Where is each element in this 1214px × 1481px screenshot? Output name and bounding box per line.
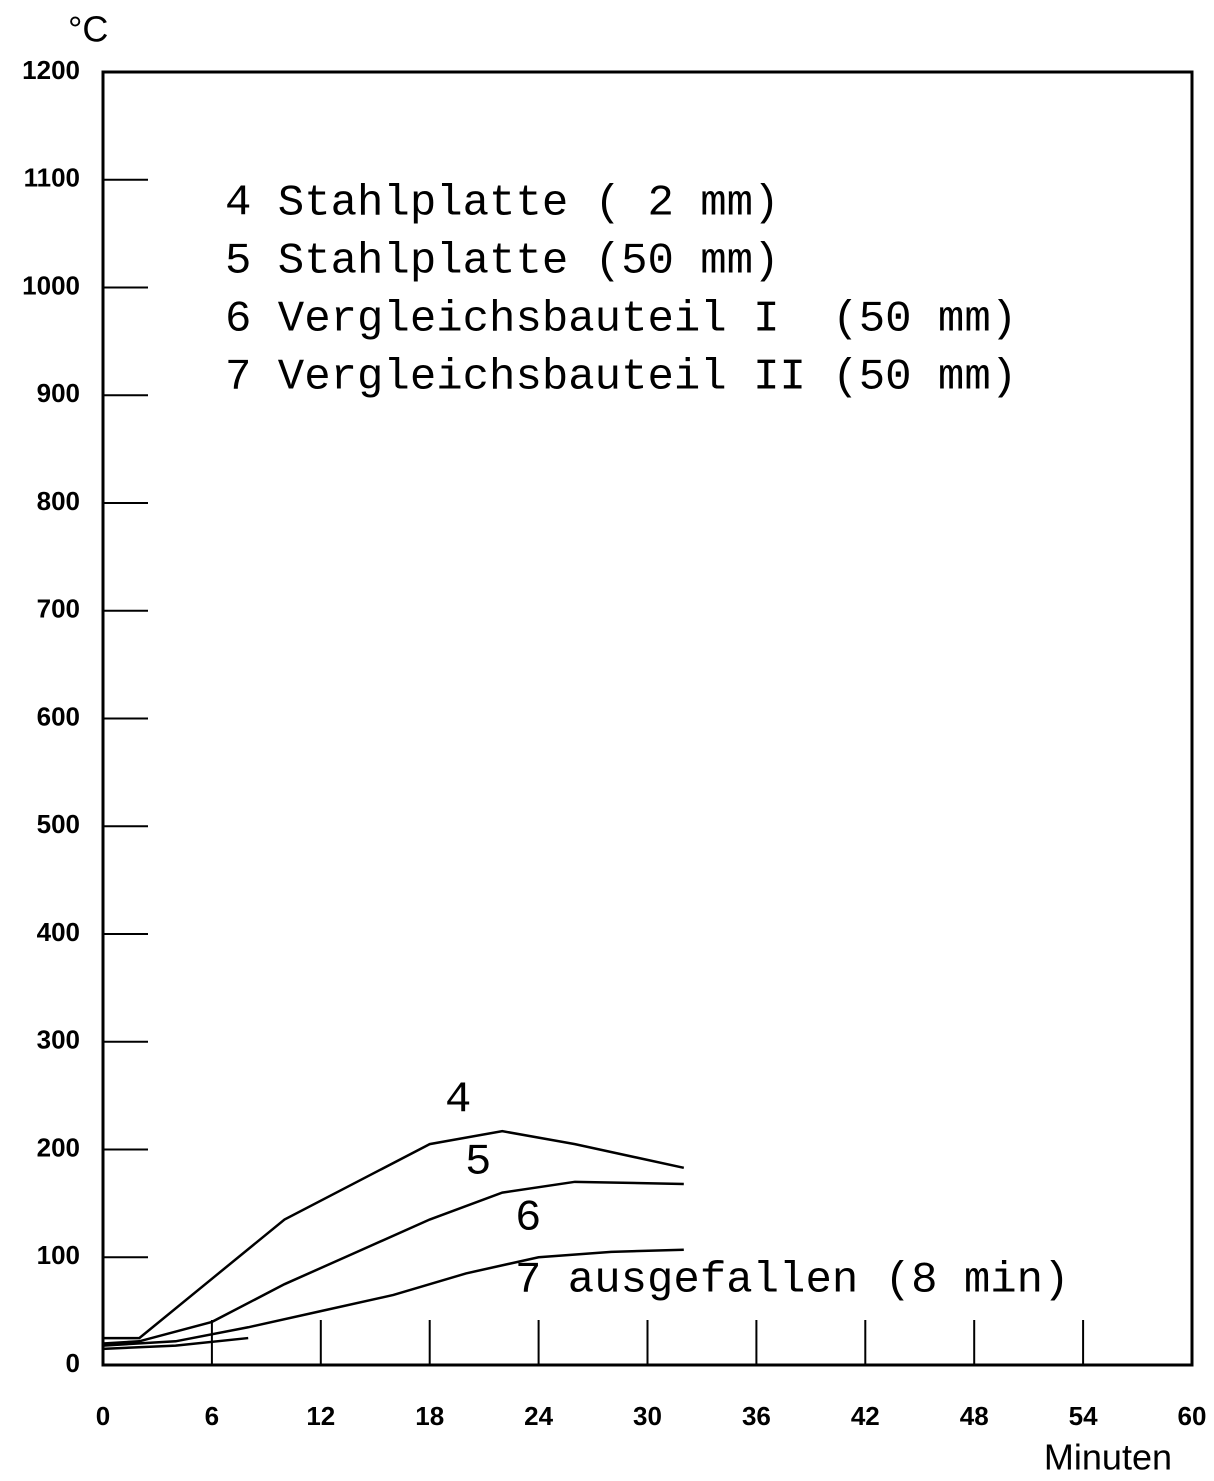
legend-entry: 6 Vergleichsbauteil I (50 mm) bbox=[225, 295, 1017, 345]
y-tick-label: 400 bbox=[37, 917, 80, 947]
series-line bbox=[102, 1248, 684, 1347]
legend-entry: 7 Vergleichsbauteil II (50 mm) bbox=[225, 353, 1017, 403]
y-tick-label: 1000 bbox=[22, 270, 80, 300]
series-line bbox=[103, 1129, 685, 1340]
x-tick-label: 0 bbox=[96, 1401, 110, 1431]
y-tick-label: 1200 bbox=[22, 55, 80, 85]
y-tick-label: 1100 bbox=[24, 163, 80, 193]
x-tick-label: 60 bbox=[1178, 1401, 1207, 1431]
y-tick-label: 0 bbox=[66, 1348, 80, 1378]
y-axis-label: °C bbox=[68, 9, 108, 50]
y-tick-label: 200 bbox=[37, 1132, 80, 1162]
x-tick-label: 6 bbox=[205, 1401, 219, 1431]
y-tick-label: 500 bbox=[37, 809, 80, 839]
x-tick-label: 54 bbox=[1069, 1401, 1098, 1431]
series-line bbox=[102, 1336, 249, 1351]
x-tick-label: 42 bbox=[851, 1401, 880, 1431]
x-tick-label: 12 bbox=[306, 1401, 335, 1431]
y-tick-label: 800 bbox=[37, 486, 80, 516]
legend-entry: 5 Stahlplatte (50 mm) bbox=[225, 237, 780, 287]
y-tick-label: 300 bbox=[37, 1025, 80, 1055]
x-tick-label: 48 bbox=[960, 1401, 989, 1431]
curve-label: 6 bbox=[515, 1194, 541, 1244]
y-tick-label: 600 bbox=[37, 701, 80, 731]
curve-label: 5 bbox=[465, 1138, 491, 1188]
x-tick-label: 24 bbox=[524, 1401, 553, 1431]
y-tick-label: 100 bbox=[37, 1240, 80, 1270]
x-tick-label: 30 bbox=[633, 1401, 662, 1431]
x-tick-label: 36 bbox=[742, 1401, 771, 1431]
y-tick-label: 900 bbox=[37, 378, 80, 408]
x-axis-label: Minuten bbox=[1044, 1437, 1172, 1478]
legend-entry: 4 Stahlplatte ( 2 mm) bbox=[225, 179, 780, 229]
x-tick-label: 18 bbox=[415, 1401, 444, 1431]
curve-label: 7 ausgefallen (8 min) bbox=[515, 1256, 1070, 1306]
curve-label: 4 bbox=[445, 1076, 471, 1126]
series-line bbox=[102, 1180, 684, 1345]
y-tick-label: 700 bbox=[37, 594, 80, 624]
